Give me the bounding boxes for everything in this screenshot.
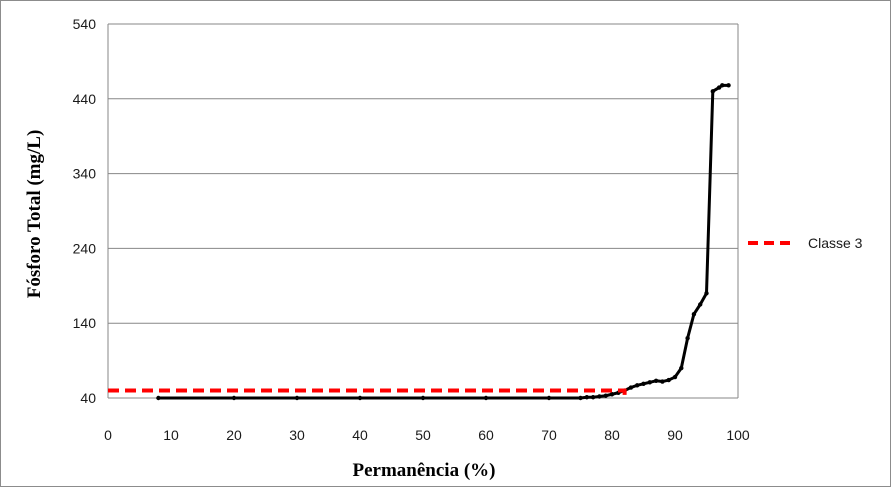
x-tick-label: 50 [415,427,431,443]
series-point [704,291,709,296]
x-tick-labels: 0 10 20 30 40 50 60 70 80 90 100 [104,427,750,443]
series-layer [108,83,731,401]
series-point [156,395,161,401]
series-point [691,312,697,317]
series-point [716,85,722,90]
series-point [647,380,652,385]
x-tick-label: 40 [352,427,368,443]
series-point [635,383,640,388]
series-point [628,385,634,390]
series-point [660,379,665,384]
x-tick-label: 20 [226,427,242,443]
series-point [483,395,489,401]
series-point [679,365,684,371]
y-tick-label: 440 [73,91,97,107]
series-point [720,83,725,88]
x-tick-label: 70 [541,427,557,443]
series-point [231,395,237,401]
series-line [158,83,729,400]
y-tick-label: 240 [73,240,97,256]
series-point [420,395,426,401]
series-point [603,393,608,398]
series-point [666,377,671,383]
series-point [597,394,602,399]
series-point [726,83,731,88]
x-tick-label: 0 [104,427,112,443]
y-tick-label: 40 [80,390,96,406]
classe-3-threshold-line [108,388,627,398]
y-tick-label: 340 [73,166,97,182]
series-point [609,392,615,397]
x-tick-label: 100 [726,427,750,443]
y-tick-label: 140 [73,315,97,331]
gridlines [107,23,739,399]
x-tick-label: 10 [163,427,179,443]
x-tick-label: 90 [667,427,683,443]
series-point [653,378,659,383]
x-tick-label: 80 [604,427,620,443]
legend-label-classe-3: Classe 3 [808,235,863,251]
y-axis-title: Fósforo Total (mg/L) [24,130,45,299]
x-tick-label: 30 [289,427,305,443]
series-point [357,395,363,401]
series-point [584,395,589,400]
series-point [578,395,583,401]
x-axis-title: Permanência (%) [353,460,496,481]
x-tick-label: 60 [478,427,494,443]
series-point [685,335,690,341]
series-point [672,374,678,380]
y-tick-label: 540 [73,16,97,32]
series-point [698,302,703,307]
series-point [710,89,715,94]
series-point [641,381,646,386]
series-point [590,395,596,400]
series-point [546,395,552,401]
series-point [294,395,300,401]
y-tick-labels: 40 140 240 340 440 540 [73,16,97,406]
legend: Classe 3 [748,235,863,251]
